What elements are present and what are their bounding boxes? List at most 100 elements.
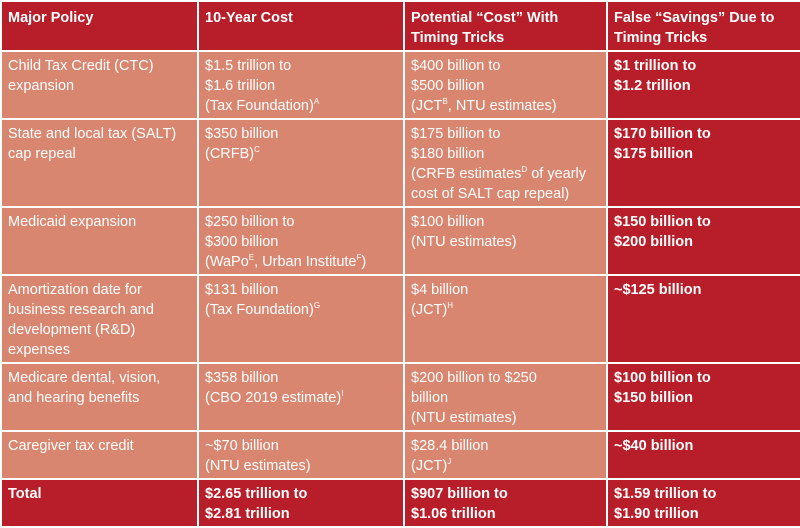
cell-line: $175 billion bbox=[614, 144, 795, 164]
cell-line: (Tax Foundation)A bbox=[205, 96, 398, 116]
cell-line: $1.6 trillion bbox=[205, 76, 398, 96]
cell-text: (NTU estimates) bbox=[411, 410, 517, 426]
footnote-marker: J bbox=[447, 457, 451, 466]
cell-line: and hearing benefits bbox=[8, 388, 192, 408]
cell-text: (NTU estimates) bbox=[205, 458, 311, 474]
timing-cost-cell: $200 billion to $250 billion (NTU estimate… bbox=[404, 363, 607, 431]
cell-text: (CRFB) bbox=[205, 146, 254, 162]
cost-cell: $1.5 trillion to $1.6 trillion (Tax Founda… bbox=[198, 51, 404, 119]
policy-cell: Amortization date for business research a… bbox=[1, 275, 198, 363]
cell-text: (Tax Foundation) bbox=[205, 302, 314, 318]
cell-line: $350 billion bbox=[205, 124, 398, 144]
policy-cost-table: Major Policy 10-Year Cost Potential “Cos… bbox=[0, 0, 800, 528]
cell-line: (Tax Foundation)G bbox=[205, 300, 398, 320]
total-row: Total $2.65 trillion to $2.81 trillion $907… bbox=[1, 479, 800, 527]
cell-line: ~$125 billion bbox=[614, 280, 795, 300]
cell-line: Amortization date for bbox=[8, 280, 192, 300]
timing-cost-cell: $100 billion (NTU estimates) bbox=[404, 207, 607, 275]
cell-text: ~$70 billion bbox=[205, 438, 279, 454]
header-major-policy: Major Policy bbox=[1, 1, 198, 51]
cell-line: (WaPoE, Urban InstituteF) bbox=[205, 252, 398, 272]
false-savings-cell: ~$125 billion bbox=[607, 275, 800, 363]
cell-text: (CRFB estimates bbox=[411, 166, 521, 182]
cell-line: Medicare dental, vision, bbox=[8, 368, 192, 388]
cell-line: expenses bbox=[8, 340, 192, 360]
cell-text: (NTU estimates) bbox=[411, 234, 517, 250]
cell-line: (NTU estimates) bbox=[205, 456, 398, 476]
cell-text: of yearly bbox=[527, 166, 586, 182]
cell-text: $4 billion bbox=[411, 282, 468, 298]
table-row: Child Tax Credit (CTC) expansion $1.5 tril… bbox=[1, 51, 800, 119]
cost-cell: $131 billion (Tax Foundation)G bbox=[198, 275, 404, 363]
cell-text: , NTU estimates) bbox=[448, 98, 557, 114]
cell-text: (JCT) bbox=[411, 302, 447, 318]
cell-text: cost of SALT cap repeal) bbox=[411, 186, 569, 202]
cell-line: $1.59 trillion to bbox=[614, 484, 795, 504]
footnote-marker: A bbox=[314, 97, 319, 106]
cell-text: $180 billion bbox=[411, 146, 484, 162]
total-timing-cost: $907 billion to $1.06 trillion bbox=[404, 479, 607, 527]
table-row: Medicare dental, vision, and hearing bene… bbox=[1, 363, 800, 431]
cell-line: $358 billion bbox=[205, 368, 398, 388]
cell-line: $1.2 trillion bbox=[614, 76, 795, 96]
cell-line: $300 billion bbox=[205, 232, 398, 252]
timing-cost-cell: $4 billion (JCT)H bbox=[404, 275, 607, 363]
policy-cell: Child Tax Credit (CTC) expansion bbox=[1, 51, 198, 119]
cell-line: $907 billion to bbox=[411, 484, 601, 504]
cell-line: $1.5 trillion to bbox=[205, 56, 398, 76]
cell-text: $350 billion bbox=[205, 126, 278, 142]
timing-cost-cell: $28.4 billion (JCT)J bbox=[404, 431, 607, 479]
cell-line: $131 billion bbox=[205, 280, 398, 300]
policy-cell: State and local tax (SALT) cap repeal bbox=[1, 119, 198, 207]
cell-line: business research and bbox=[8, 300, 192, 320]
cell-line: (JCT)H bbox=[411, 300, 601, 320]
cell-text: $175 billion to bbox=[411, 126, 501, 142]
cell-line: $400 billion to bbox=[411, 56, 601, 76]
cell-line: $150 billion bbox=[614, 388, 795, 408]
cell-line: $4 billion bbox=[411, 280, 601, 300]
cell-text: $250 billion to bbox=[205, 214, 295, 230]
table-row: State and local tax (SALT) cap repeal $350… bbox=[1, 119, 800, 207]
cost-cell: ~$70 billion (NTU estimates) bbox=[198, 431, 404, 479]
header-potential-cost: Potential “Cost” With Timing Tricks bbox=[404, 1, 607, 51]
false-savings-cell: $1 trillion to $1.2 trillion bbox=[607, 51, 800, 119]
cell-text: (JCT bbox=[411, 98, 442, 114]
cell-text: (JCT) bbox=[411, 458, 447, 474]
cell-line: ~$40 billion bbox=[614, 436, 795, 456]
header-false-savings: False “Savings” Due to Timing Tricks bbox=[607, 1, 800, 51]
cell-line: $28.4 billion bbox=[411, 436, 601, 456]
cell-line: ~$70 billion bbox=[205, 436, 398, 456]
cell-text: $358 billion bbox=[205, 370, 278, 386]
table-row: Amortization date for business research a… bbox=[1, 275, 800, 363]
false-savings-cell: $150 billion to $200 billion bbox=[607, 207, 800, 275]
cell-line: expansion bbox=[8, 76, 192, 96]
cost-cell: $350 billion (CRFB)C bbox=[198, 119, 404, 207]
table-row: Caregiver tax credit ~$70 billion (NTU est… bbox=[1, 431, 800, 479]
cell-line: Child Tax Credit (CTC) bbox=[8, 56, 192, 76]
false-savings-cell: $170 billion to $175 billion bbox=[607, 119, 800, 207]
policy-cell: Medicaid expansion bbox=[1, 207, 198, 275]
cell-line: (JCT)J bbox=[411, 456, 601, 476]
policy-cell: Caregiver tax credit bbox=[1, 431, 198, 479]
cell-line: $1 trillion to bbox=[614, 56, 795, 76]
cell-line: $250 billion to bbox=[205, 212, 398, 232]
cell-text: $1.6 trillion bbox=[205, 78, 275, 94]
cell-line: (JCTB, NTU estimates) bbox=[411, 96, 601, 116]
cell-line: $175 billion to bbox=[411, 124, 601, 144]
false-savings-cell: $100 billion to $150 billion bbox=[607, 363, 800, 431]
cell-text: $400 billion to bbox=[411, 58, 501, 74]
cell-line: billion bbox=[411, 388, 601, 408]
cell-line: Medicaid expansion bbox=[8, 212, 192, 232]
cell-text: ) bbox=[361, 254, 366, 270]
cell-text: (Tax Foundation) bbox=[205, 98, 314, 114]
cell-line: $180 billion bbox=[411, 144, 601, 164]
cell-line: (CRFB estimatesD of yearly bbox=[411, 164, 601, 184]
cell-line: $1.90 trillion bbox=[614, 504, 795, 524]
footnote-marker: H bbox=[447, 301, 453, 310]
cell-line: $150 billion to bbox=[614, 212, 795, 232]
cell-text: billion bbox=[411, 390, 448, 406]
timing-cost-cell: $175 billion to $180 billion (CRFB estimat… bbox=[404, 119, 607, 207]
cell-line: $100 billion bbox=[411, 212, 601, 232]
timing-cost-cell: $400 billion to $500 billion (JCTB, NTU es… bbox=[404, 51, 607, 119]
cell-line: (NTU estimates) bbox=[411, 232, 601, 252]
